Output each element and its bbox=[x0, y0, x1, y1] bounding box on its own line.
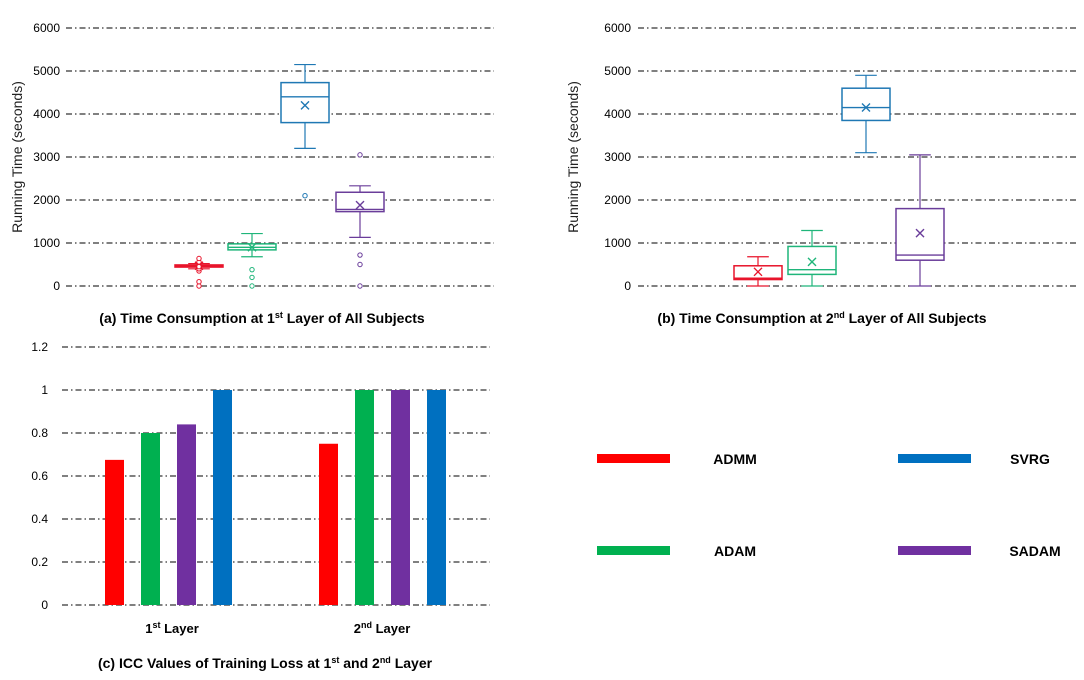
legend-swatch-admm bbox=[597, 454, 670, 463]
x-tick-text: 2 bbox=[354, 621, 361, 636]
bar-admm-2 bbox=[319, 443, 338, 605]
bar-adam-1 bbox=[141, 433, 160, 605]
chart-panel-a: 0 1000 2000 3000 4000 5000 6000 Running Time (s… bbox=[9, 21, 494, 326]
outlier-point bbox=[357, 252, 363, 258]
caption-text: and 2 bbox=[339, 655, 380, 671]
outlier-point bbox=[302, 193, 308, 199]
legend-swatch-sadam bbox=[898, 546, 971, 555]
legend-label-admm: ADMM bbox=[713, 451, 757, 467]
mean-marker bbox=[355, 200, 365, 210]
outlier-point bbox=[249, 266, 255, 273]
bar-adam-2 bbox=[355, 390, 374, 605]
y-axis-label: Running Time (seconds) bbox=[9, 81, 25, 233]
chart-caption: (b) Time Consumption at 2nd Layer of All… bbox=[657, 310, 986, 326]
y-tick-label: 1.2 bbox=[31, 340, 48, 354]
outlier-point bbox=[196, 283, 202, 289]
y-tick-label: 0.6 bbox=[31, 469, 48, 483]
mean-marker bbox=[300, 100, 310, 110]
legend-swatch-svrg bbox=[898, 454, 971, 463]
y-tick-label: 0 bbox=[53, 279, 60, 293]
outlier-point bbox=[357, 283, 363, 289]
box-adam bbox=[787, 229, 837, 287]
mean-marker bbox=[753, 267, 763, 277]
legend-label-svrg: SVRG bbox=[1010, 451, 1050, 467]
legend-label-adam: ADAM bbox=[714, 543, 756, 559]
y-tick-label: 5000 bbox=[33, 64, 60, 78]
outlier-point bbox=[357, 152, 363, 158]
legend-swatch-adam bbox=[597, 546, 670, 555]
y-tick-label: 6000 bbox=[33, 21, 60, 35]
mean-marker bbox=[915, 228, 925, 238]
mean-marker bbox=[861, 103, 871, 113]
y-tick-label: 6000 bbox=[604, 21, 631, 35]
y-axis-label: Running Time (seconds) bbox=[565, 81, 581, 233]
outlier-point bbox=[196, 255, 202, 262]
outlier-point bbox=[357, 261, 363, 268]
x-tick-label: 2nd Layer bbox=[354, 620, 411, 636]
chart-caption: (a) Time Consumption at 1st Layer of All… bbox=[99, 310, 425, 326]
legend-label-sadam: SADAM bbox=[1009, 543, 1060, 559]
box-adam bbox=[227, 232, 277, 289]
y-tick-label: 1000 bbox=[33, 236, 60, 250]
x-tick-text: 1 bbox=[145, 621, 152, 636]
outlier-point bbox=[196, 279, 202, 285]
caption-sup: nd bbox=[834, 310, 845, 320]
outlier-point bbox=[249, 283, 255, 289]
box-iqr bbox=[895, 207, 945, 261]
box-sadam bbox=[335, 152, 385, 289]
caption-sup: st bbox=[331, 655, 339, 665]
y-tick-label: 0.4 bbox=[31, 512, 48, 526]
y-tick-label: 4000 bbox=[604, 107, 631, 121]
caption-text: Layer of All Subjects bbox=[283, 310, 425, 326]
y-tick-label: 0.8 bbox=[31, 426, 48, 440]
x-tick-text: Layer bbox=[160, 621, 198, 636]
box-sadam bbox=[895, 154, 945, 287]
caption-text: (a) Time Consumption at 1 bbox=[99, 310, 275, 326]
box-svrg bbox=[280, 63, 330, 199]
x-tick-label: 1st Layer bbox=[145, 620, 199, 636]
y-tick-label: 3000 bbox=[33, 150, 60, 164]
box-admm bbox=[733, 256, 783, 287]
mean-marker bbox=[247, 242, 257, 252]
y-tick-label: 4000 bbox=[33, 107, 60, 121]
box-admm bbox=[174, 255, 224, 289]
x-tick-sup: st bbox=[152, 620, 160, 630]
caption-text: (b) Time Consumption at 2 bbox=[657, 310, 834, 326]
outlier-point bbox=[196, 263, 202, 270]
legend: ADMM SVRG ADAM SADAM bbox=[597, 451, 1061, 559]
bar-sadam-2 bbox=[391, 390, 410, 605]
y-tick-label: 3000 bbox=[604, 150, 631, 164]
y-tick-label: 2000 bbox=[33, 193, 60, 207]
bar-svrg-1 bbox=[213, 390, 232, 605]
caption-sup: st bbox=[275, 310, 283, 320]
box-svrg bbox=[841, 74, 891, 154]
y-tick-label: 0.2 bbox=[31, 555, 48, 569]
y-tick-label: 0 bbox=[624, 279, 631, 293]
caption-sup: nd bbox=[380, 655, 391, 665]
box-iqr bbox=[335, 191, 385, 213]
x-tick-sup: nd bbox=[361, 620, 372, 630]
box-iqr bbox=[280, 81, 330, 124]
caption-text: Layer of All Subjects bbox=[845, 310, 987, 326]
outlier-point bbox=[249, 274, 255, 281]
y-tick-label: 0 bbox=[41, 598, 48, 612]
y-tick-label: 2000 bbox=[604, 193, 631, 207]
bar-svrg-2 bbox=[427, 390, 446, 605]
y-tick-label: 1000 bbox=[604, 236, 631, 250]
bar-admm-1 bbox=[105, 459, 124, 605]
mean-marker bbox=[807, 257, 817, 267]
caption-text: (c) ICC Values of Training Loss at 1 bbox=[98, 655, 332, 671]
box-iqr bbox=[841, 87, 891, 122]
x-tick-text: Layer bbox=[372, 621, 410, 636]
y-tick-label: 5000 bbox=[604, 64, 631, 78]
caption-text: Layer bbox=[391, 655, 433, 671]
chart-caption: (c) ICC Values of Training Loss at 1st a… bbox=[98, 655, 433, 671]
bar-sadam-1 bbox=[177, 424, 196, 605]
y-tick-label: 1 bbox=[41, 383, 48, 397]
chart-panel-b: 0 1000 2000 3000 4000 5000 6000 Running Time (s… bbox=[565, 21, 1078, 326]
